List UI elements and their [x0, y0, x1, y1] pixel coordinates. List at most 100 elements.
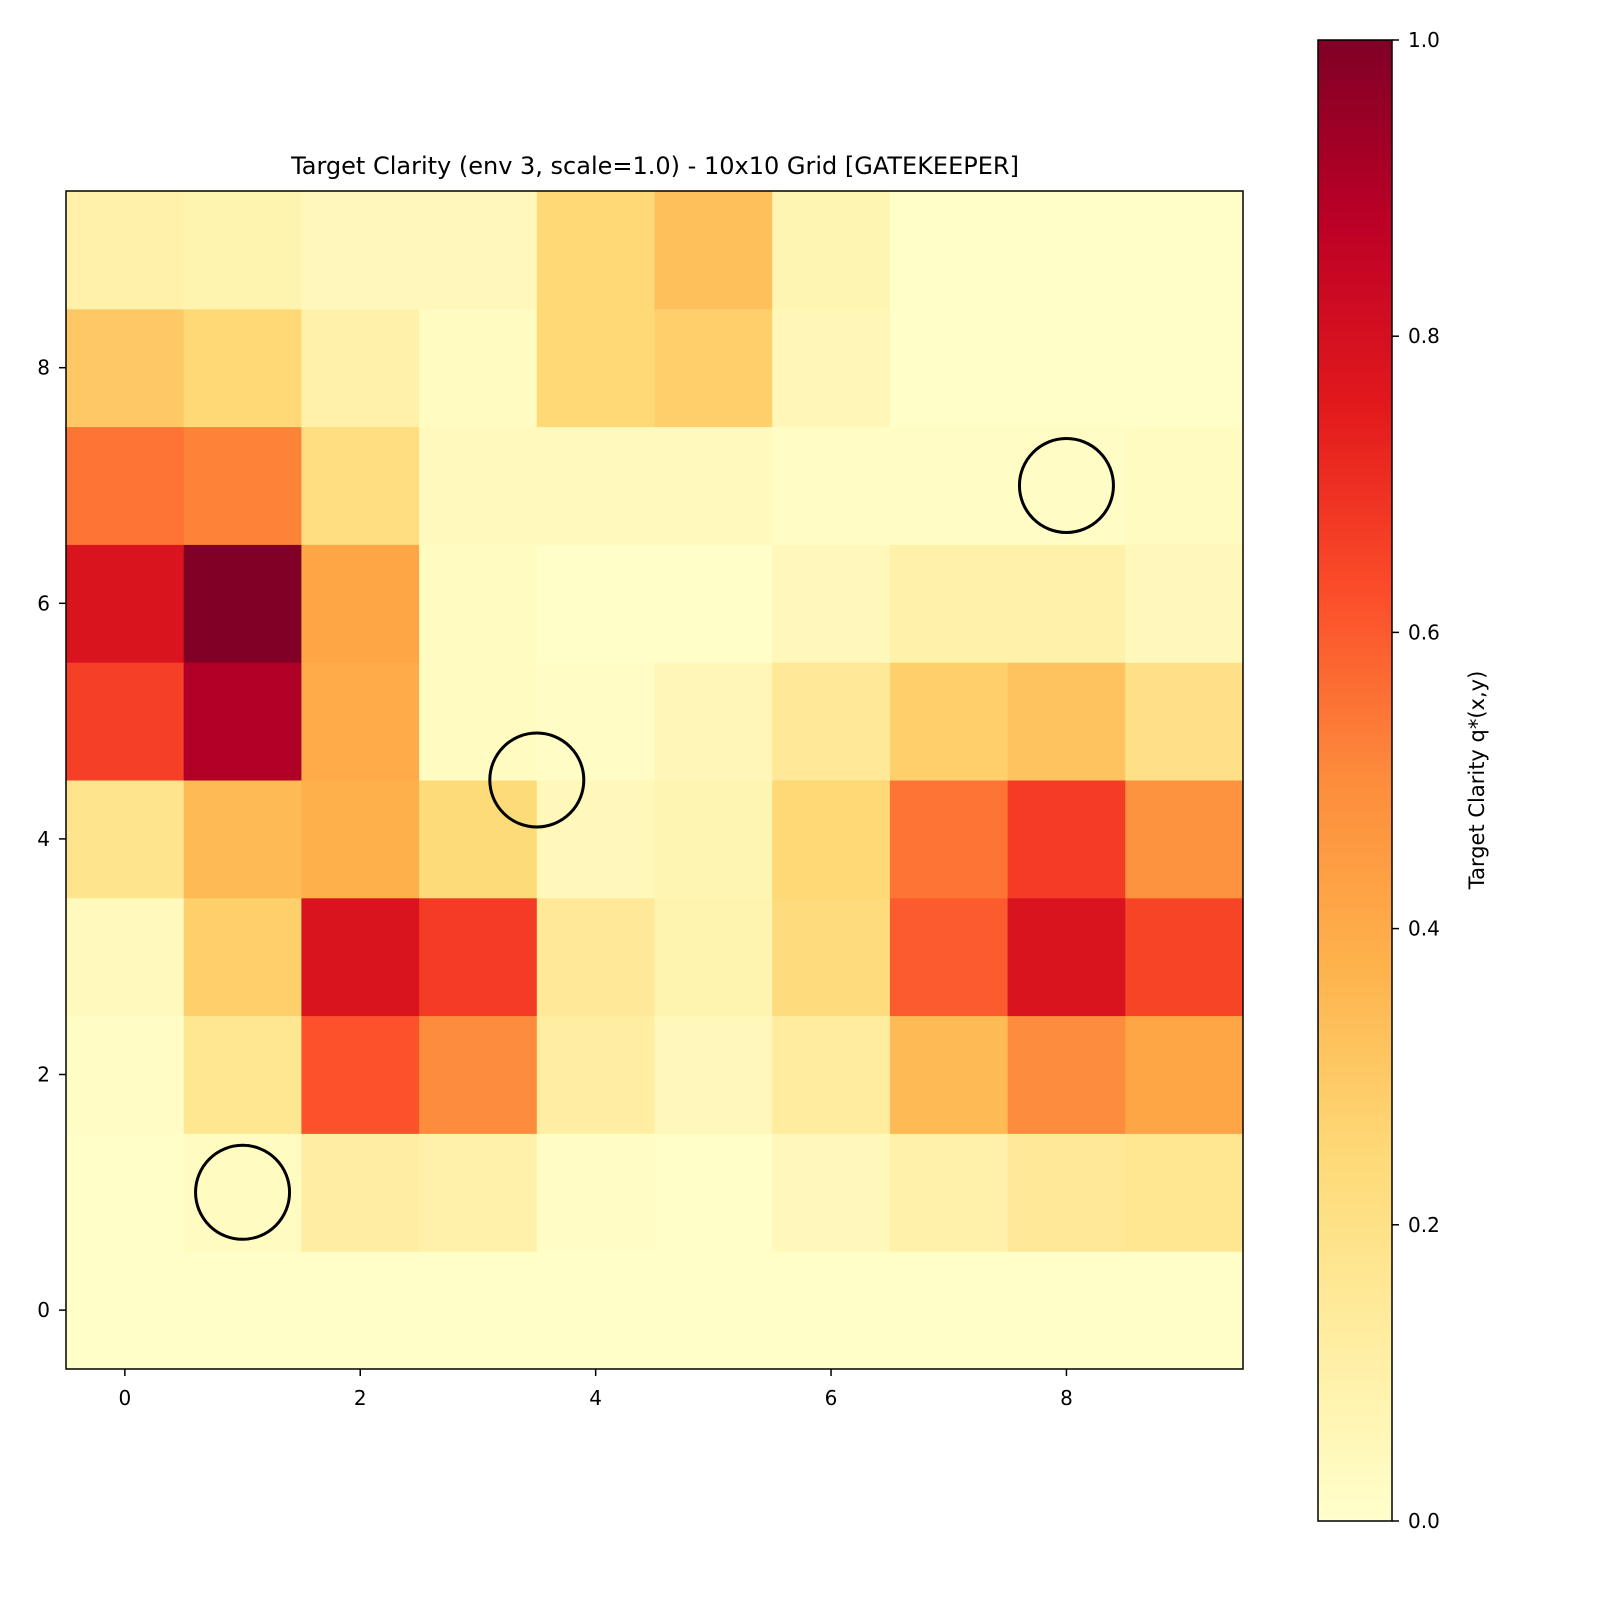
- heatmap-cell: [301, 426, 420, 545]
- heatmap-cell: [419, 191, 538, 310]
- heatmap-cell: [654, 1133, 773, 1252]
- heatmap-cell: [1007, 544, 1126, 663]
- heatmap-cell: [66, 1015, 185, 1134]
- heatmap-cell: [1007, 662, 1126, 781]
- heatmap-cell: [301, 544, 420, 663]
- heatmap-cell: [654, 426, 773, 545]
- heatmap-cell: [301, 897, 420, 1017]
- heatmap-cell: [654, 1251, 773, 1370]
- heatmap-cell: [889, 426, 1009, 545]
- heatmap-cell: [1007, 897, 1126, 1017]
- heatmap-cell: [889, 308, 1009, 428]
- heatmap-cell: [1007, 780, 1126, 899]
- colorbar-tick-label: 1.0: [1408, 28, 1440, 52]
- heatmap-cell: [1125, 1251, 1244, 1370]
- heatmap-cell: [772, 1015, 891, 1134]
- heatmap-cell: [183, 897, 302, 1017]
- colorbar-tick-label: 0.8: [1408, 324, 1440, 348]
- y-tick-label: 8: [37, 356, 50, 380]
- heatmap-cell: [536, 1015, 655, 1134]
- colorbar-tick-label: 0.2: [1408, 1213, 1440, 1237]
- heatmap-cell: [536, 897, 655, 1017]
- heatmap-cell: [66, 191, 185, 310]
- heatmap-cell: [1125, 426, 1244, 545]
- heatmap-cell: [1125, 897, 1244, 1017]
- heatmap-cell: [183, 308, 302, 428]
- heatmap-cell: [772, 1251, 891, 1370]
- heatmap-cell: [301, 662, 420, 781]
- heatmap-cell: [654, 662, 773, 781]
- x-tick-label: 4: [589, 1386, 602, 1410]
- heatmap-cell: [889, 544, 1009, 663]
- heatmap-cell: [66, 1133, 185, 1252]
- heatmap-cell: [301, 1133, 420, 1252]
- heatmap-cell: [772, 662, 891, 781]
- heatmap-cell: [66, 897, 185, 1017]
- heatmap-cell: [536, 426, 655, 545]
- heatmap-cell: [301, 191, 420, 310]
- y-tick-label: 4: [37, 827, 50, 851]
- heatmap-cell: [654, 308, 773, 428]
- heatmap-cell: [1007, 191, 1126, 310]
- heatmap-cell: [1007, 1251, 1126, 1370]
- heatmap-cell: [66, 426, 185, 545]
- circle-marker: [1017, 437, 1115, 534]
- heatmap-cell: [536, 780, 655, 899]
- heatmap-cell: [889, 662, 1009, 781]
- heatmap-cell: [1007, 1133, 1126, 1252]
- heatmap-cell: [183, 544, 302, 663]
- heatmap-cell: [301, 1251, 420, 1370]
- heatmap-cell: [66, 544, 185, 663]
- circle-marker: [488, 731, 586, 829]
- colorbar-tick-label: 0.4: [1408, 917, 1440, 941]
- y-axis-ticks: 0 2 4 6 8: [37, 356, 66, 1322]
- colorbar-label: Target Clarity q*(x,y): [1465, 671, 1489, 891]
- heatmap-cell: [654, 780, 773, 899]
- x-tick-label: 6: [825, 1386, 838, 1410]
- heatmap-cell: [654, 544, 773, 663]
- x-tick-label: 2: [354, 1386, 367, 1410]
- heatmap-cell: [419, 1015, 538, 1134]
- heatmap-cell: [772, 897, 891, 1017]
- heatmap-cell: [1125, 1133, 1244, 1252]
- heatmap-cell: [419, 426, 538, 545]
- heatmap-cell: [772, 1133, 891, 1252]
- chart-title: Target Clarity (env 3, scale=1.0) - 10x1…: [290, 152, 1019, 180]
- heatmap-cell: [301, 308, 420, 428]
- heatmap-cell: [889, 1015, 1009, 1134]
- heatmap-cell: [1125, 1015, 1244, 1134]
- plot-frame: [65, 190, 1244, 1370]
- heatmap-cell: [772, 308, 891, 428]
- colorbar: [1317, 39, 1393, 1522]
- heatmap-cell: [183, 426, 302, 545]
- x-axis-ticks: 0 2 4 6 8: [118, 1369, 1073, 1410]
- heatmap-cell: [889, 1133, 1009, 1252]
- heatmap-cell: [1125, 662, 1244, 781]
- x-tick-label: 0: [118, 1386, 131, 1410]
- y-tick-label: 0: [37, 1298, 50, 1322]
- heatmap-cell: [889, 1251, 1009, 1370]
- colorbar-ticks: 0.0 0.2 0.4 0.6 0.8 1.0: [1392, 28, 1440, 1533]
- heatmap-cell: [419, 780, 538, 899]
- heatmap-cell: [66, 1251, 185, 1370]
- heatmap-cell: [772, 426, 891, 545]
- heatmap-cell: [1125, 191, 1244, 310]
- colorbar-tick-label: 0.0: [1408, 1509, 1440, 1533]
- heatmap-cell: [536, 544, 655, 663]
- heatmap-cell: [772, 780, 891, 899]
- heatmap-cell: [654, 897, 773, 1017]
- heatmap-cell: [1007, 1015, 1126, 1134]
- circle-markers: [194, 437, 1115, 1241]
- heatmap-cell: [1007, 308, 1126, 428]
- heatmap-cell: [183, 1015, 302, 1134]
- heatmap-cell: [66, 662, 185, 781]
- circle-marker: [194, 1143, 292, 1241]
- y-tick-label: 2: [37, 1063, 50, 1087]
- heatmap-cell: [419, 308, 538, 428]
- heatmap-cells: [66, 191, 1244, 1370]
- heatmap-cell: [654, 1015, 773, 1134]
- heatmap-cell: [183, 662, 302, 781]
- heatmap-cell: [183, 1133, 302, 1252]
- heatmap-cell: [419, 1251, 538, 1370]
